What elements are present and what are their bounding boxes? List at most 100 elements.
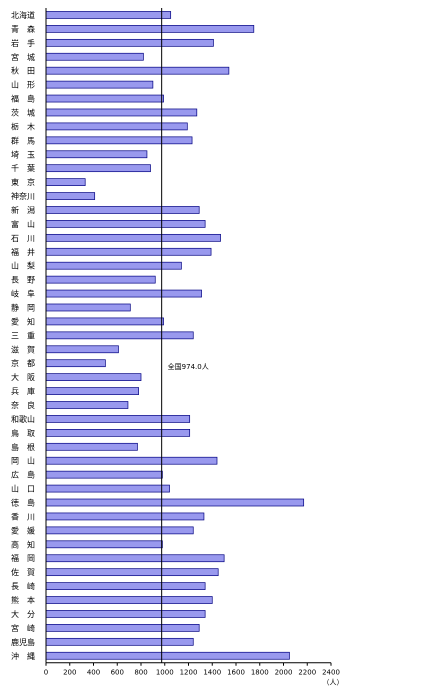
- bar-群馬: [45, 136, 193, 145]
- category-label: 熊 本: [11, 595, 35, 605]
- category-label: 栃 木: [11, 121, 35, 131]
- category-label: 新 潟: [11, 205, 35, 215]
- x-tick-label: 1200: [180, 669, 198, 677]
- category-label: 福 島: [11, 94, 35, 104]
- x-tick-label: 2000: [275, 669, 293, 677]
- category-label: 富 山: [11, 219, 35, 229]
- category-label: 岡 山: [11, 456, 35, 466]
- bar-北海道: [45, 11, 172, 19]
- bar-長崎: [45, 582, 206, 590]
- bar-山口: [45, 484, 170, 493]
- category-label: 兵 庫: [11, 386, 35, 396]
- bar-三重: [45, 331, 194, 340]
- bar-神奈川: [45, 192, 96, 200]
- bar-福井: [45, 247, 212, 256]
- bar-福島: [45, 94, 164, 103]
- category-label: 沖 縄: [11, 651, 35, 661]
- category-label: 滋 賀: [11, 344, 35, 354]
- x-tick-label: 200: [63, 669, 76, 677]
- category-label: 宮 城: [11, 52, 35, 62]
- category-label: 京 都: [11, 358, 35, 368]
- category-label: 福 岡: [11, 554, 35, 563]
- category-label: 山 梨: [11, 261, 35, 271]
- bar-山形: [45, 80, 154, 89]
- category-label: 群 馬: [11, 135, 35, 145]
- category-label: 石 川: [11, 234, 35, 243]
- bar-新潟: [45, 206, 200, 214]
- bar-徳島: [45, 498, 305, 507]
- category-label: 岐 阜: [11, 289, 35, 299]
- bar-東京: [45, 178, 86, 186]
- x-tick-label: 0: [44, 669, 48, 677]
- bar-大阪: [45, 373, 142, 381]
- category-label: 青 森: [11, 24, 35, 34]
- category-label: 徳 島: [11, 498, 35, 508]
- category-label: 鹿児島: [11, 637, 35, 647]
- category-label: 奈 良: [11, 400, 35, 410]
- category-label: 高 知: [11, 539, 35, 549]
- category-label: 大 阪: [11, 372, 35, 382]
- x-tick-label: 1600: [227, 669, 245, 677]
- category-label: 東 京: [11, 177, 35, 187]
- national-average-label: 全国974.0人: [168, 362, 209, 371]
- bar-愛知: [45, 317, 164, 326]
- category-label: 三 重: [11, 330, 35, 340]
- x-tick-label: 2200: [298, 669, 316, 677]
- bar-福岡: [45, 554, 225, 563]
- category-label: 愛 媛: [11, 525, 35, 535]
- x-tick-label: 1000: [156, 669, 174, 677]
- bar-千葉: [45, 164, 151, 173]
- bar-宮城: [45, 52, 144, 61]
- category-label: 佐 賀: [11, 567, 35, 577]
- category-label: 山 口: [11, 484, 35, 494]
- category-label: 神奈川: [11, 191, 35, 201]
- bar-埼玉: [45, 150, 148, 159]
- x-tick-label: 2400: [322, 669, 340, 677]
- bar-秋田: [45, 66, 230, 75]
- category-label: 北海道: [11, 10, 35, 20]
- bar-青森: [45, 25, 255, 33]
- x-tick-label: 800: [134, 669, 147, 677]
- bar-富山: [45, 220, 206, 228]
- bar-大分: [45, 610, 206, 618]
- bar-茨城: [45, 108, 198, 117]
- bar-栃木: [45, 122, 188, 131]
- x-tick-label: 1800: [251, 669, 269, 677]
- category-label: 和歌山: [11, 414, 35, 424]
- bar-岡山: [45, 456, 218, 465]
- bar-奈良: [45, 401, 129, 409]
- bar-石川: [45, 233, 221, 242]
- bar-岐阜: [45, 289, 202, 298]
- category-label: 山 形: [11, 80, 35, 90]
- x-tick-label: 400: [87, 669, 100, 677]
- bar-長野: [45, 275, 156, 284]
- bar-広島: [45, 470, 163, 479]
- bar-島根: [45, 442, 138, 451]
- category-label: 島 根: [11, 442, 35, 452]
- bar-熊本: [45, 596, 213, 604]
- category-label: 長 野: [11, 276, 35, 285]
- bar-鹿児島: [45, 637, 194, 646]
- reference-line-group: 全国974.0人: [161, 8, 209, 663]
- bar-佐賀: [45, 568, 219, 577]
- category-label: 鳥 取: [11, 428, 35, 438]
- bar-静岡: [45, 303, 131, 312]
- category-label: 大 分: [11, 609, 35, 619]
- bar-兵庫: [45, 387, 139, 395]
- bar-岩手: [45, 38, 214, 47]
- category-label: 埼 玉: [11, 149, 35, 159]
- bar-鳥取: [45, 429, 191, 437]
- bar-愛媛: [45, 526, 194, 535]
- category-label: 愛 知: [11, 316, 35, 326]
- x-axis: 0 200 400 600 800 1000 1200 1400 1600 1800 2000 220…: [44, 8, 340, 677]
- category-label: 千 葉: [11, 163, 35, 173]
- bar-宮崎: [45, 624, 200, 632]
- category-label: 静 岡: [11, 302, 35, 312]
- category-label: 秋 田: [11, 66, 35, 76]
- category-label: 岩 手: [11, 38, 35, 48]
- x-tick-label: 1400: [203, 669, 221, 677]
- category-label: 長 崎: [11, 581, 35, 591]
- bar-京都: [45, 359, 106, 368]
- category-label: 福 井: [11, 247, 35, 257]
